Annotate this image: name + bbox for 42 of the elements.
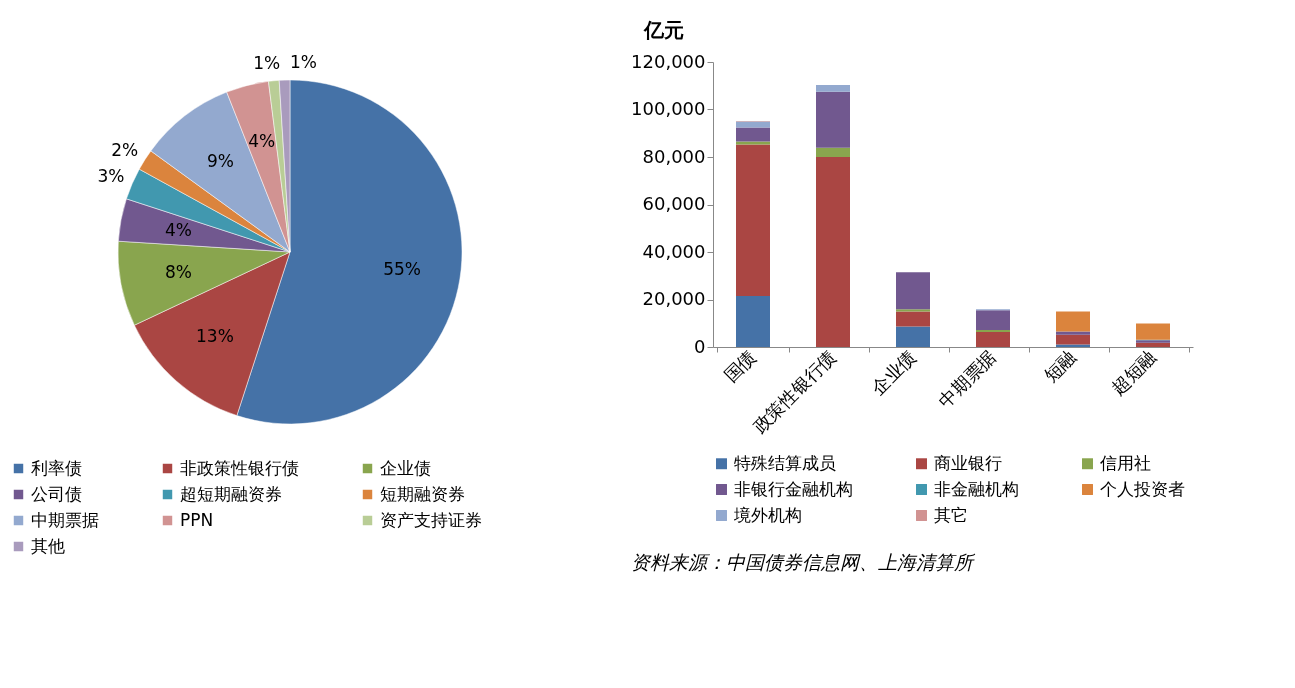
legend-label: 其他	[31, 535, 65, 556]
y-tick-label: 0	[694, 335, 706, 357]
legend-label: 资产支持证券	[380, 509, 482, 530]
legend-label: 利率债	[31, 457, 82, 478]
x-tick-label: 国债	[719, 346, 760, 387]
legend-label: 超短期融资券	[180, 483, 282, 504]
legend-label: 短期融资券	[380, 483, 465, 504]
legend-label: 非金融机构	[934, 478, 1019, 499]
y-tick-label: 20,000	[642, 288, 706, 309]
legend-label: 非政策性银行债	[180, 457, 299, 478]
data-label: 9%	[206, 151, 234, 172]
y-tick-label: 120,000	[631, 50, 706, 72]
legend-label: 商业银行	[934, 452, 1002, 473]
y-tick-label: 80,000	[642, 145, 706, 167]
data-label: 1%	[253, 52, 281, 73]
legend-label: 公司债	[31, 483, 82, 504]
legend-label: 信用社	[1100, 452, 1151, 473]
data-label: 8%	[165, 262, 192, 283]
data-label: 3%	[97, 165, 125, 186]
text: 资料来源：中国债券信息网、上海清算所	[630, 551, 976, 573]
data-label: 4%	[165, 219, 192, 240]
data-label: 2%	[111, 139, 139, 160]
legend-label: 特殊结算成员	[734, 452, 836, 473]
y-tick-label: 60,000	[642, 193, 706, 214]
legend-label: 个人投资者	[1100, 478, 1185, 499]
legend-label: 境外机构	[733, 504, 802, 525]
y-tick-label: 100,000	[631, 98, 706, 119]
legend-label: 非银行金融机构	[734, 478, 853, 499]
legend-label: PPN	[180, 509, 214, 530]
data-label: 13%	[196, 326, 234, 347]
data-label: 1%	[290, 51, 318, 72]
legend-label: 企业债	[380, 457, 431, 478]
x-tick-label: 企业债	[866, 346, 920, 400]
x-tick-label: 超短融	[1106, 346, 1160, 400]
x-tick-label: 中期票据	[934, 346, 1000, 412]
y-tick-label: 40,000	[642, 240, 706, 262]
x-tick-label: 短融	[1039, 346, 1080, 387]
legend-label: 中期票据	[31, 509, 99, 530]
data-label: 4%	[248, 131, 276, 152]
legend-label: 其它	[934, 504, 968, 525]
y-axis-title: 亿元	[642, 17, 684, 42]
data-label: 55%	[383, 258, 422, 279]
